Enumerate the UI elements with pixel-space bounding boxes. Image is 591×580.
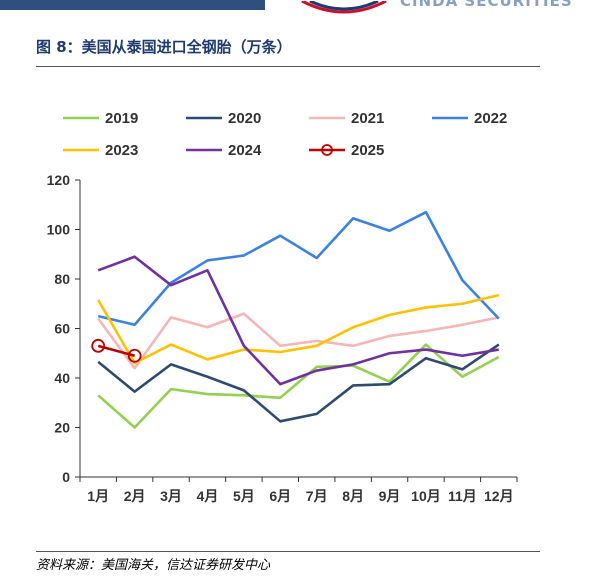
legend-label-2023: 2023 xyxy=(105,142,138,159)
chart-legend: 2019 2020 2021 2022 2023 2024 2025 xyxy=(63,110,507,159)
y-tick-label: 20 xyxy=(54,420,70,436)
data-point-2025 xyxy=(91,338,106,353)
x-tick-label: 3月 xyxy=(160,488,182,504)
y-tick-label: 80 xyxy=(54,271,70,287)
x-tick-label: 5月 xyxy=(233,488,255,504)
figure-title: 图 8：美国从泰国进口全钢胎（万条） xyxy=(36,38,292,56)
y-tick-label: 60 xyxy=(54,321,70,337)
legend-label-2025: 2025 xyxy=(351,142,384,159)
brand-logo xyxy=(300,0,388,14)
legend-marker-2025 xyxy=(321,144,333,156)
y-tick-label: 100 xyxy=(47,222,71,238)
legend-label-2020: 2020 xyxy=(228,110,261,127)
header-accent-bar xyxy=(0,0,265,10)
y-tick-label: 0 xyxy=(62,469,70,485)
legend-label-2024: 2024 xyxy=(228,142,262,159)
chart-axes: 0 20 40 60 80 100 120 1月 2月 3月 4月 5月 6月 7月 8月 9月 10月 11月 1… xyxy=(47,172,518,504)
y-tick-label: 40 xyxy=(54,370,70,386)
y-tick-label: 120 xyxy=(47,172,71,188)
series-line-2020 xyxy=(97,343,500,423)
series-line-2022 xyxy=(97,210,500,327)
x-tick-label: 8月 xyxy=(342,488,364,504)
x-tick-label: 1月 xyxy=(87,488,109,504)
title-divider xyxy=(36,66,540,67)
series-line-2019 xyxy=(97,343,500,429)
chart-series xyxy=(91,210,500,429)
legend-label-2021: 2021 xyxy=(351,110,384,127)
source-note: 资料来源：美国海关，信达证券研发中心 xyxy=(36,558,271,573)
series-line-2023 xyxy=(97,293,500,365)
x-tick-label: 7月 xyxy=(306,488,328,504)
x-tick-label: 9月 xyxy=(379,488,401,504)
legend-label-2019: 2019 xyxy=(105,110,138,127)
x-tick-label: 11月 xyxy=(448,488,477,504)
x-tick-label: 12月 xyxy=(484,488,514,504)
legend-label-2022: 2022 xyxy=(474,110,507,127)
x-tick-label: 6月 xyxy=(269,488,291,504)
x-tick-label: 4月 xyxy=(197,488,219,504)
x-tick-label: 2月 xyxy=(124,488,146,504)
series-line-2021 xyxy=(97,312,500,370)
series-line-2024 xyxy=(97,255,500,386)
x-tick-label: 10月 xyxy=(411,488,441,504)
brand-logo-text: CINDA SECURITIES xyxy=(400,0,573,10)
source-divider xyxy=(36,551,540,552)
data-point-2025 xyxy=(127,348,142,363)
